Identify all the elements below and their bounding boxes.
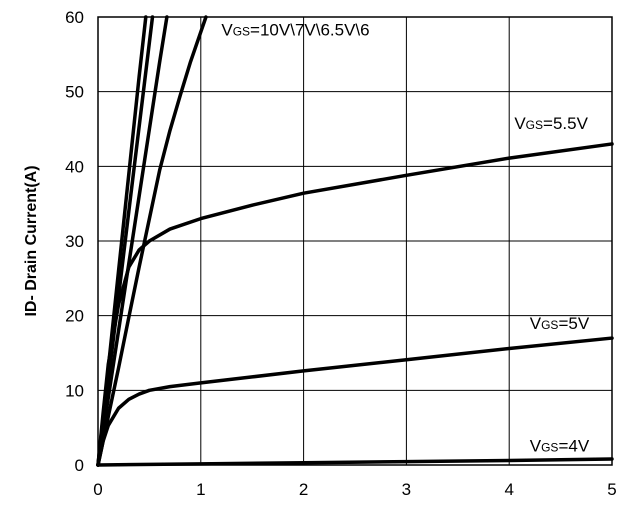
y-tick-label-5: 50 [65,83,84,102]
series-line-2 [96,15,169,467]
y-tick-label-6: 60 [65,8,84,27]
y-tick-label-2: 20 [65,307,84,326]
plot-frame [97,16,613,466]
x-tick-label-5: 5 [607,480,616,499]
y-tick-label-0: 0 [75,456,84,475]
series-line-4 [96,142,614,467]
x-tick-label-2: 2 [299,480,308,499]
annotation-2: VGS=5V [530,314,590,333]
annotation-1: VGS=5.5V [514,114,588,133]
x-tick-label-4: 4 [504,480,513,499]
y-axis-ticks: 0 10 20 30 40 50 60 [65,8,84,475]
series-line-3 [96,15,208,467]
x-tick-label-0: 0 [93,480,102,499]
x-tick-label-1: 1 [196,480,205,499]
y-tick-label-1: 10 [65,381,84,400]
annotation-3: VGS=4V [530,437,590,456]
y-tick-label-3: 30 [65,232,84,251]
y-tick-label-4: 40 [65,157,84,176]
x-axis-ticks: 0 1 2 3 4 5 [93,480,616,499]
grid [97,16,613,466]
y-axis-label: ID- Drain Current(A) [23,165,40,316]
annotations: VGS=10V\7V\6.5V\6 VGS=5.5V VGS=5V VGS=4V [221,21,589,456]
curves [96,15,614,467]
series-line-5 [96,336,614,467]
x-tick-label-3: 3 [402,480,411,499]
annotation-0: VGS=10V\7V\6.5V\6 [221,21,369,40]
series-line-6 [96,457,614,467]
